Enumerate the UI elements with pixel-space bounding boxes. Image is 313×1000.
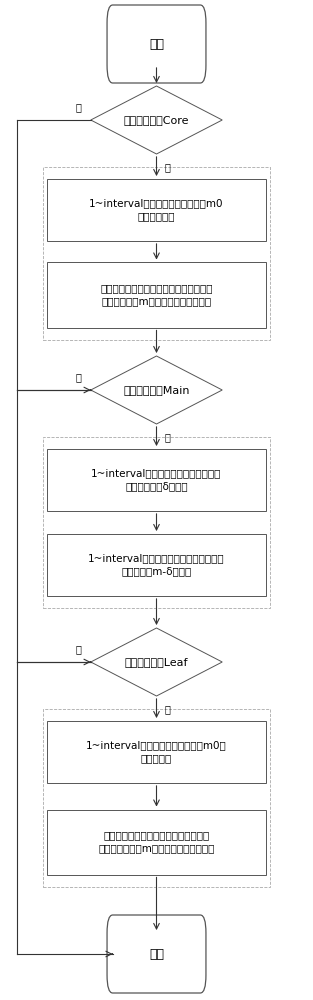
Bar <box>47 810 266 874</box>
Text: 是: 是 <box>164 432 170 442</box>
Bar <box>43 437 270 608</box>
Text: 是: 是 <box>164 162 170 172</box>
Bar <box>47 179 266 241</box>
Text: 是: 是 <box>164 704 170 714</box>
Bar <box>47 449 266 511</box>
Text: 开始: 开始 <box>149 37 164 50</box>
Polygon shape <box>91 356 222 424</box>
Text: 否: 否 <box>75 372 81 382</box>
Text: 否: 否 <box>75 644 81 654</box>
Bar <box>43 709 270 886</box>
Bar <box>47 262 266 328</box>
Text: 结束: 结束 <box>149 948 164 960</box>
Polygon shape <box>91 628 222 696</box>
Text: 每个初始化节点，从自身编号开始，依序
号连接后续的m个已部署的初始化节点: 每个初始化节点，从自身编号开始，依序 号连接后续的m个已部署的初始化节点 <box>100 283 213 307</box>
Text: 是否是主体层Main: 是否是主体层Main <box>123 385 190 395</box>
Bar <box>43 167 270 340</box>
Text: 1~interval，每个区间中节点对同区间同
层节点建立m-δ条连接: 1~interval，每个区间中节点对同区间同 层节点建立m-δ条连接 <box>88 553 225 577</box>
Text: 是否是叶子层Leaf: 是否是叶子层Leaf <box>125 657 188 667</box>
Bar <box>47 721 266 783</box>
Text: 1~interval，每个区间依序号部署m0
个初始化节点: 1~interval，每个区间依序号部署m0 个初始化节点 <box>89 198 224 222</box>
Polygon shape <box>91 86 222 154</box>
Text: 每个初始化节点，从自身编号开始，依
序号连接后续的m个已部署的初始化节点: 每个初始化节点，从自身编号开始，依 序号连接后续的m个已部署的初始化节点 <box>98 830 215 854</box>
Text: 否: 否 <box>75 102 81 112</box>
FancyBboxPatch shape <box>107 5 206 83</box>
Text: 1~interval，每个区间中节点对同区间
上层节点建立δ条连接: 1~interval，每个区间中节点对同区间 上层节点建立δ条连接 <box>91 468 222 492</box>
Text: 是否是核心层Core: 是否是核心层Core <box>124 115 189 125</box>
FancyBboxPatch shape <box>107 915 206 993</box>
Bar <box>47 534 266 596</box>
Text: 1~interval，每个区间依序号部署m0个
初始化节点: 1~interval，每个区间依序号部署m0个 初始化节点 <box>86 740 227 764</box>
